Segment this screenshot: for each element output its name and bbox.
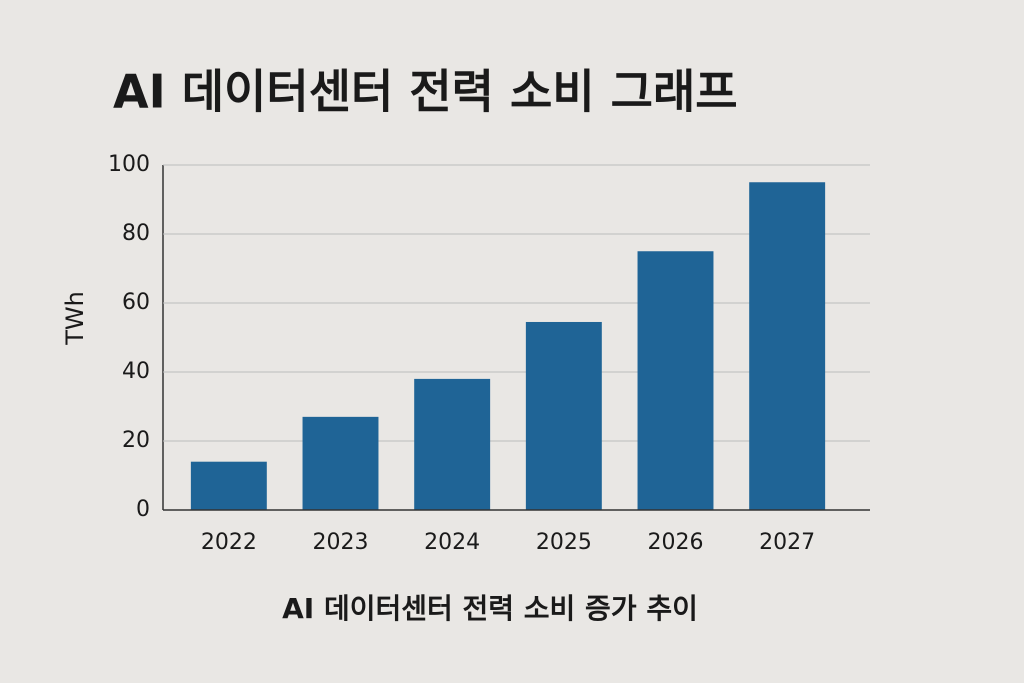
x-axis-label: AI 데이터센터 전력 소비 증가 추이 xyxy=(282,592,698,625)
y-tick-label: 0 xyxy=(136,497,150,522)
x-tick-label: 2027 xyxy=(759,530,815,555)
bar xyxy=(749,182,826,510)
x-tick-label: 2026 xyxy=(648,530,704,555)
x-tick-label: 2023 xyxy=(313,530,369,555)
chart-title: AI 데이터센터 전력 소비 그래프 xyxy=(113,65,738,119)
y-tick-label: 80 xyxy=(122,221,150,246)
y-tick-label: 40 xyxy=(122,359,150,384)
x-tick-label: 2024 xyxy=(424,530,480,555)
y-axis-label: TWh xyxy=(61,291,89,346)
x-tick-label: 2025 xyxy=(536,530,592,555)
bar xyxy=(190,461,267,510)
bar xyxy=(302,416,379,510)
y-tick-label: 100 xyxy=(108,152,150,177)
y-tick-label: 20 xyxy=(122,428,150,453)
bar xyxy=(414,378,491,510)
bar xyxy=(525,321,602,510)
x-tick-label: 2022 xyxy=(201,530,257,555)
bar xyxy=(637,251,714,510)
y-tick-label: 60 xyxy=(122,290,150,315)
